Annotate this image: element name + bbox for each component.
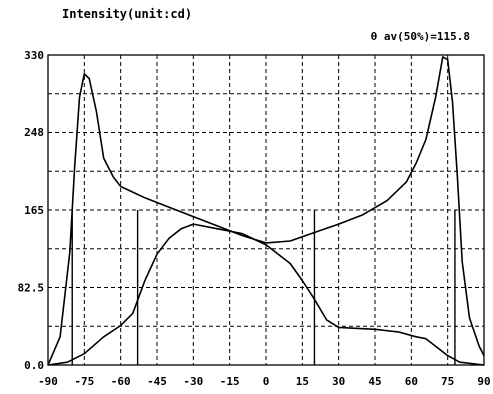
x-tick-label: 15 <box>296 375 309 388</box>
y-tick-label: 82.5 <box>18 282 45 295</box>
y-tick-label: 0.0 <box>24 359 44 372</box>
series-curve-2 <box>47 223 485 366</box>
x-tick-label: 75 <box>441 375 454 388</box>
series-curve-1 <box>47 56 485 366</box>
x-tick-label: -90 <box>38 375 58 388</box>
curves <box>47 56 485 366</box>
x-tick-label: 30 <box>332 375 345 388</box>
y-tick-label: 165 <box>24 204 44 217</box>
chart-title: Intensity(unit:cd) <box>62 7 192 21</box>
y-tick-label: 330 <box>24 49 44 62</box>
chart-annotation: θ av(50%)=115.8 <box>371 30 470 43</box>
grid-lines <box>48 55 484 365</box>
x-tick-label: 45 <box>368 375 381 388</box>
x-tick-labels: -90 -75 -60 -45 -30 -15 0 15 30 45 60 75 90 <box>38 375 491 388</box>
x-tick-label: 60 <box>405 375 418 388</box>
y-tick-label: 248 <box>24 126 44 139</box>
x-tick-label: -60 <box>111 375 131 388</box>
x-tick-label: -30 <box>183 375 203 388</box>
x-tick-label: -15 <box>220 375 240 388</box>
x-tick-label: 90 <box>477 375 490 388</box>
plot-frame <box>47 54 485 366</box>
vertical-markers <box>71 210 456 365</box>
x-tick-label: -75 <box>74 375 94 388</box>
x-tick-label: -45 <box>147 375 167 388</box>
y-tick-labels: 0.0 82.5 165 248 330 <box>18 49 45 372</box>
x-tick-label: 0 <box>263 375 270 388</box>
